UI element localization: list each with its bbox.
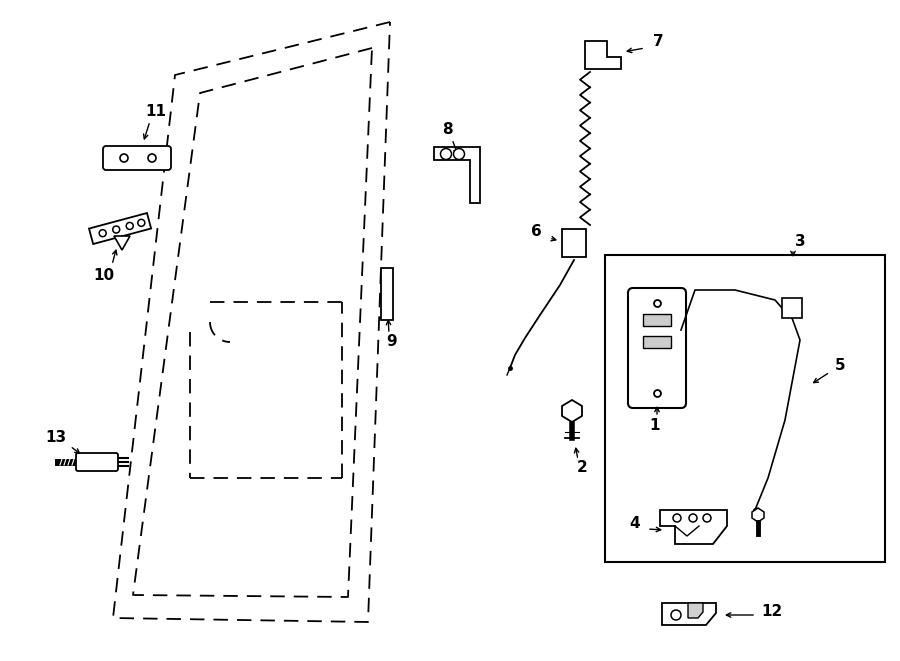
FancyBboxPatch shape bbox=[643, 336, 671, 348]
Polygon shape bbox=[688, 603, 703, 618]
Polygon shape bbox=[660, 510, 727, 544]
Text: 11: 11 bbox=[146, 104, 166, 120]
Text: 1: 1 bbox=[650, 418, 661, 432]
FancyBboxPatch shape bbox=[76, 453, 118, 471]
Polygon shape bbox=[782, 298, 802, 318]
Circle shape bbox=[703, 514, 711, 522]
Polygon shape bbox=[381, 268, 393, 320]
Text: 9: 9 bbox=[387, 334, 397, 350]
Text: 12: 12 bbox=[761, 605, 783, 619]
Text: 7: 7 bbox=[652, 34, 663, 50]
Polygon shape bbox=[434, 147, 480, 203]
Polygon shape bbox=[585, 41, 621, 69]
FancyBboxPatch shape bbox=[628, 288, 686, 408]
Text: 8: 8 bbox=[442, 122, 453, 137]
Polygon shape bbox=[114, 236, 130, 250]
Text: 3: 3 bbox=[795, 235, 806, 249]
Circle shape bbox=[99, 229, 106, 237]
Text: 4: 4 bbox=[630, 516, 640, 531]
Circle shape bbox=[673, 514, 681, 522]
Polygon shape bbox=[605, 255, 885, 562]
Circle shape bbox=[689, 514, 697, 522]
Text: 6: 6 bbox=[531, 225, 542, 239]
Polygon shape bbox=[562, 229, 586, 257]
Circle shape bbox=[112, 226, 120, 233]
FancyBboxPatch shape bbox=[103, 146, 171, 170]
Circle shape bbox=[126, 223, 133, 229]
Circle shape bbox=[148, 154, 156, 162]
Polygon shape bbox=[89, 213, 151, 244]
Circle shape bbox=[120, 154, 128, 162]
Circle shape bbox=[138, 219, 145, 226]
Circle shape bbox=[671, 610, 681, 620]
Text: 10: 10 bbox=[94, 268, 114, 282]
Text: 13: 13 bbox=[45, 430, 67, 444]
Polygon shape bbox=[752, 508, 764, 522]
Text: 2: 2 bbox=[577, 461, 588, 475]
Circle shape bbox=[454, 149, 464, 159]
Text: 5: 5 bbox=[834, 358, 845, 373]
Polygon shape bbox=[662, 603, 716, 625]
Circle shape bbox=[440, 149, 452, 159]
Polygon shape bbox=[562, 400, 582, 422]
FancyBboxPatch shape bbox=[643, 314, 671, 326]
